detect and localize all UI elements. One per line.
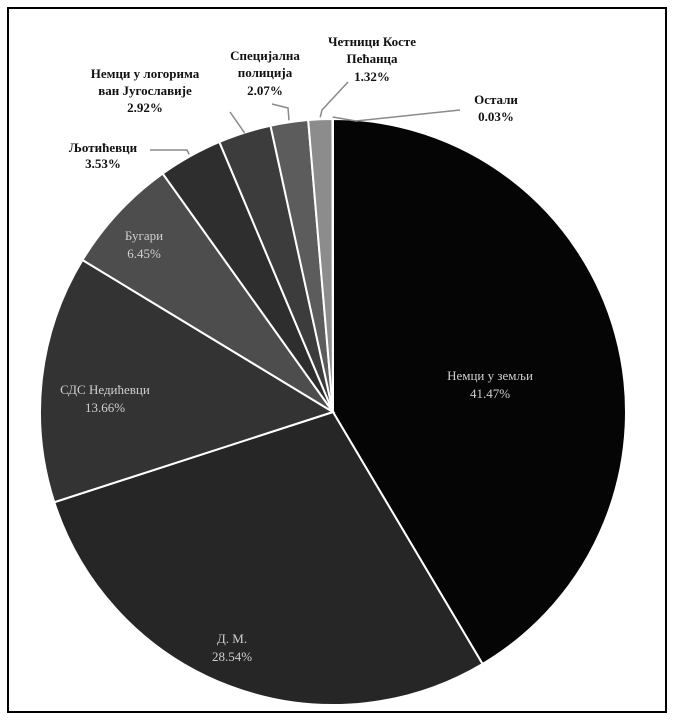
slice-label-cetnici-line1: Четници Косте: [328, 34, 416, 49]
slice-label-ljoticevci: Љотићевци: [69, 140, 138, 155]
slice-label-cetnici-line2: Пећанца: [346, 51, 398, 66]
slice-value-bugari: 6.45%: [127, 246, 161, 261]
slice-value-ljoticevci: 3.53%: [85, 156, 121, 171]
slice-value-cetnici: 1.32%: [354, 69, 390, 84]
slice-value-specijalna-policija: 2.07%: [247, 83, 283, 98]
slice-labels: Немци у земљи 41.47% Д. М. 28.54% СДС Не…: [60, 34, 533, 664]
leader-line: [332, 109, 461, 122]
slice-value-ostali: 0.03%: [478, 109, 514, 124]
pie-slice: [39, 258, 336, 504]
leader-lines: [150, 81, 461, 155]
slice-label-dm: Д. М.: [217, 631, 247, 646]
slice-value-nemci-logori: 2.92%: [127, 100, 163, 115]
slice-label-nemci-logori-line2: ван Југославије: [98, 83, 192, 98]
pie-slice: [331, 117, 334, 413]
pie-slice: [52, 410, 484, 706]
slice-value-dm: 28.54%: [212, 649, 252, 664]
slice-label-nemci-u-zemlji: Немци у земљи: [447, 368, 533, 383]
leader-line: [150, 149, 190, 155]
slice-label-ostali: Остали: [474, 92, 518, 107]
slice-label-bugari: Бугари: [125, 228, 163, 243]
slice-label-specijalna-policija-line2: полиција: [238, 65, 293, 80]
slice-value-nemci-u-zemlji: 41.47%: [470, 386, 510, 401]
slice-label-specijalna-policija-line1: Специјална: [230, 48, 300, 63]
pie-slices: [39, 117, 627, 706]
pie-slice: [81, 172, 334, 413]
slice-label-nemci-logori-line1: Немци у логорима: [91, 66, 200, 81]
leader-line: [229, 111, 245, 135]
slice-value-sds-nedicevci: 13.66%: [85, 400, 125, 415]
leader-line: [319, 81, 349, 118]
leader-line: [271, 103, 290, 121]
pie-slice: [332, 117, 627, 666]
slice-label-sds-nedicevci: СДС Недићевци: [60, 382, 150, 397]
